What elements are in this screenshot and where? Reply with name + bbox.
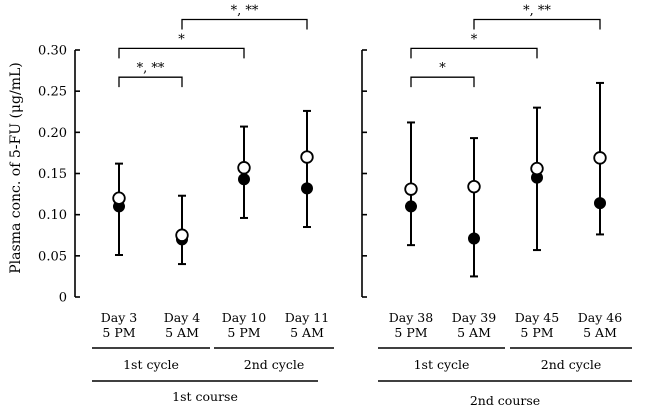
panel1-x-day-label: Day 10: [222, 310, 266, 325]
y-axis-label: Plasma conc. of 5-FU (μg/mL): [8, 62, 24, 273]
y-tick-label: 0.05: [38, 249, 67, 264]
panel2-cycle-label: 1st cycle: [414, 357, 470, 372]
y-tick-label: 0.20: [38, 126, 67, 141]
panel1-course-label: 1st course: [172, 389, 238, 404]
y-tick-label: 0.30: [38, 44, 67, 59]
panel1-open-point: [237, 161, 251, 175]
panel2-significance-bracket: [410, 76, 475, 88]
panel2-cycle-label: 2nd cycle: [541, 357, 601, 372]
panel1-significance-bracket: [118, 47, 245, 59]
panel1-x-day-label: Day 11: [285, 310, 329, 325]
panel2-x-day-label: Day 39: [452, 310, 496, 325]
panel1-cycle-label: 1st cycle: [123, 357, 179, 372]
panel1-x-day-label: Day 3: [101, 310, 138, 325]
panel2-x-time-label: 5 PM: [394, 325, 427, 340]
panel1-filled-point: [238, 173, 250, 186]
panel2-filled-point: [405, 200, 417, 213]
y-tick-label: 0: [59, 291, 67, 306]
panel1-filled-point: [301, 182, 313, 195]
panel2-x-day-label: Day 38: [389, 310, 433, 325]
panel2-x-day-label: Day 46: [578, 310, 622, 325]
panel2-significance-label: *: [439, 61, 446, 76]
y-tick-label: 0.10: [38, 208, 67, 223]
panel1-open-point: [175, 228, 189, 242]
panel2-significance-label: *: [471, 32, 478, 47]
panel2-filled-point: [468, 232, 480, 245]
panel1-x-time-label: 5 PM: [227, 325, 260, 340]
panel2-x-time-label: 5 PM: [520, 325, 553, 340]
panel1-significance-label: *, **: [231, 4, 259, 19]
panel2-open-point: [593, 151, 607, 165]
panel1-x-time-label: 5 AM: [290, 325, 324, 340]
panel2-significance-bracket: [410, 47, 538, 59]
panel2-open-point: [530, 161, 544, 176]
panel2-x-day-label: Day 45: [515, 310, 559, 325]
panel1-open-point: [300, 150, 314, 164]
panel2-open-point: [467, 179, 481, 194]
panel1-significance-bracket: [118, 76, 183, 88]
panel1-significance-label: *, **: [137, 61, 165, 76]
panel2-significance-bracket: [473, 18, 601, 30]
panel1-x-day-label: Day 4: [164, 310, 201, 325]
panel2-filled-point: [594, 197, 606, 210]
panel2-course-label: 2nd course: [470, 393, 540, 408]
panel2-x-time-label: 5 AM: [583, 325, 617, 340]
panel1-significance-bracket: [181, 18, 308, 30]
panel1-cycle-label: 2nd cycle: [244, 357, 304, 372]
panel1-x-time-label: 5 AM: [165, 325, 199, 340]
panel1-x-time-label: 5 PM: [102, 325, 135, 340]
panel1-significance-label: *: [178, 32, 185, 47]
panel2-significance-label: *, **: [523, 4, 551, 19]
y-tick-label: 0.25: [38, 85, 67, 100]
panel1-open-point: [112, 191, 126, 205]
y-tick-label: 0.15: [38, 167, 67, 182]
panel2-x-time-label: 5 AM: [457, 325, 491, 340]
panel2-open-point: [404, 182, 418, 196]
